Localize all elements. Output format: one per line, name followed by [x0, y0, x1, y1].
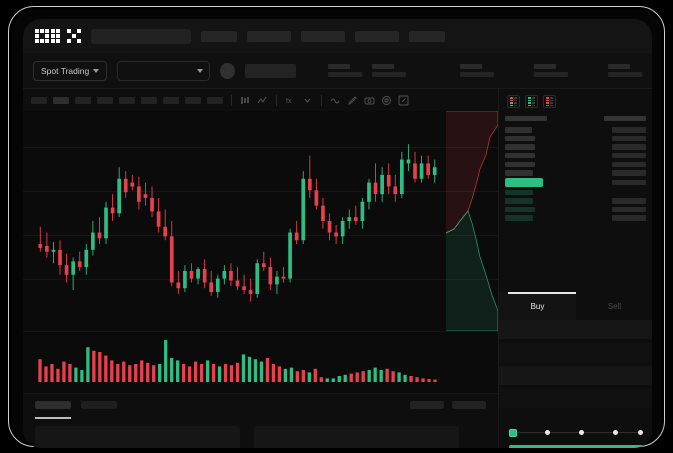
- gear-icon[interactable]: [381, 95, 392, 106]
- orderbook-ask-row[interactable]: [505, 160, 646, 169]
- tab-buy[interactable]: Buy: [499, 292, 576, 320]
- orderbook-spread-row[interactable]: [505, 177, 646, 188]
- orderbook-bid-row[interactable]: [505, 188, 646, 197]
- nav-item-3[interactable]: [355, 30, 399, 42]
- orderbook-mixed-icon[interactable]: [507, 95, 520, 108]
- timeframe-button-1[interactable]: [53, 96, 69, 104]
- order-form-tab-indicator: [508, 292, 576, 294]
- bottom-content-panel-1[interactable]: [254, 426, 459, 448]
- indicator-icon[interactable]: fx: [285, 95, 296, 106]
- orderbook-bid-row[interactable]: [505, 205, 646, 214]
- slider-track: [513, 432, 643, 433]
- candlestick-series: [38, 144, 437, 302]
- timeframe-button-8[interactable]: [207, 96, 223, 104]
- orderbook-display-modes: [499, 89, 652, 112]
- orderbook-ask-row[interactable]: [505, 169, 646, 178]
- market-stat-1: [372, 64, 407, 77]
- bottom-tab-1[interactable]: [81, 401, 117, 409]
- timeframe-button-7[interactable]: [185, 96, 201, 104]
- orderbook-bids-icon[interactable]: [525, 95, 538, 108]
- market-stat-3: [533, 64, 568, 77]
- slider-step-4[interactable]: [638, 430, 643, 435]
- pair-avatar: [220, 62, 235, 79]
- orderbook-bid-row[interactable]: [505, 197, 646, 206]
- top-navigation-bar: [23, 19, 652, 53]
- candlestick-icon[interactable]: [240, 95, 251, 106]
- bottom-actions: [410, 401, 486, 409]
- bottom-content-panels: [35, 426, 459, 448]
- price-chart[interactable]: [23, 111, 498, 331]
- fullscreen-icon[interactable]: [398, 95, 409, 106]
- order-field-1[interactable]: [499, 343, 652, 362]
- nav-item-0[interactable]: [201, 30, 237, 42]
- orderbook-ask-row[interactable]: [505, 143, 646, 152]
- slider-handle[interactable]: [509, 428, 517, 437]
- slider-step-3[interactable]: [613, 430, 618, 435]
- toolbar-divider: [321, 94, 322, 106]
- nav-item-1[interactable]: [247, 30, 291, 42]
- bottom-panel: [23, 393, 498, 448]
- wave-icon[interactable]: [330, 95, 341, 106]
- depth-chart-overlay: [446, 111, 498, 331]
- timeframe-button-0[interactable]: [31, 96, 47, 104]
- bottom-tab-0[interactable]: [35, 401, 71, 409]
- market-stat-2: [459, 64, 494, 77]
- nav-item-4[interactable]: [409, 30, 445, 42]
- toolbar-divider: [276, 94, 277, 106]
- order-field-2[interactable]: [499, 366, 652, 385]
- orderbook-bid-row[interactable]: [505, 214, 646, 223]
- orderbook-ask-row[interactable]: [505, 126, 646, 135]
- search-input[interactable]: [91, 28, 191, 44]
- submit-order-button[interactable]: [509, 445, 643, 448]
- bottom-action-1[interactable]: [452, 401, 486, 409]
- svg-text:fx: fx: [286, 98, 292, 105]
- market-type-label: Spot Trading: [41, 65, 90, 76]
- timeframe-button-6[interactable]: [163, 96, 179, 104]
- market-stat-0: [328, 64, 363, 77]
- chevron-down-icon: [197, 68, 204, 73]
- device-bezel: Spot Trading: [8, 6, 665, 448]
- chart-toolbar: fx: [23, 89, 498, 111]
- order-field-3[interactable]: [499, 389, 652, 408]
- market-stat-4: [608, 64, 643, 77]
- volume-series: [38, 340, 437, 382]
- order-field-0[interactable]: [499, 320, 652, 339]
- timeframe-button-4[interactable]: [119, 96, 135, 104]
- chevron-down-icon: [93, 68, 100, 73]
- volume-chart[interactable]: [23, 331, 498, 393]
- timeframe-button-2[interactable]: [75, 96, 91, 104]
- nav-item-2[interactable]: [301, 30, 345, 42]
- timeframe-button-3[interactable]: [97, 96, 113, 104]
- orderbook-asks-icon[interactable]: [543, 95, 556, 108]
- chevron-down-icon[interactable]: [302, 95, 313, 106]
- bottom-content-panel-0[interactable]: [35, 426, 240, 448]
- orderbook-panel: Buy Sell: [498, 89, 652, 448]
- order-form-tabs: Buy Sell: [499, 292, 652, 320]
- orderbook-ask-row[interactable]: [505, 134, 646, 143]
- toolbar-divider: [231, 94, 232, 106]
- device-screen: Spot Trading: [23, 19, 652, 448]
- order-form-fields: [499, 320, 652, 412]
- market-type-selector[interactable]: Spot Trading: [33, 60, 108, 81]
- trading-pair-select[interactable]: [117, 60, 211, 81]
- slider-step-2[interactable]: [579, 430, 584, 435]
- bottom-tabs: [23, 394, 498, 419]
- market-subheader: Spot Trading: [23, 53, 652, 89]
- okx-logo-icon[interactable]: [35, 29, 81, 43]
- slider-step-1[interactable]: [545, 430, 550, 435]
- bottom-action-0[interactable]: [410, 401, 444, 409]
- orderbook-header-row: [505, 114, 646, 123]
- line-chart-icon[interactable]: [257, 95, 268, 106]
- timeframe-button-5[interactable]: [141, 96, 157, 104]
- tab-sell[interactable]: Sell: [607, 301, 622, 311]
- amount-slider[interactable]: [509, 427, 643, 439]
- pair-price-display: [245, 63, 296, 78]
- orderbook-rows[interactable]: [499, 112, 652, 225]
- pencil-icon[interactable]: [347, 95, 358, 106]
- camera-icon[interactable]: [364, 95, 375, 106]
- orderbook-ask-row[interactable]: [505, 151, 646, 160]
- bottom-tab-indicator: [35, 417, 71, 419]
